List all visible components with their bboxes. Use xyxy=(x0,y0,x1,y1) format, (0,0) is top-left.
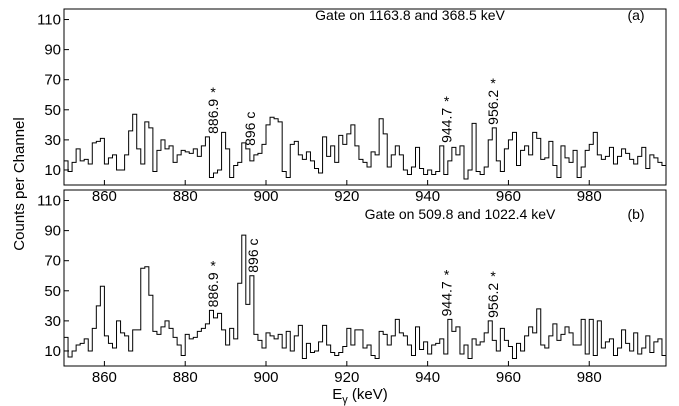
x-tick-label: 860 xyxy=(92,369,117,386)
peak-label: 956.2 xyxy=(485,90,501,125)
panel-tag: (a) xyxy=(627,7,644,23)
y-tick-label: 70 xyxy=(44,72,61,89)
y-tick-label: 50 xyxy=(44,283,61,300)
peak-label: 896 c xyxy=(242,112,258,146)
x-axis-title-sub: γ xyxy=(342,394,348,406)
x-axis-title: Eγ (keV) xyxy=(332,386,388,406)
panel-b: 10 30 50 70 90 110 860 880 900 920 940 960 980 Gate o… xyxy=(37,189,667,386)
x-tick-label: 900 xyxy=(253,369,278,386)
x-tick-label: 880 xyxy=(173,188,198,205)
x-tick-label: 900 xyxy=(253,188,278,205)
x-tick-label: 980 xyxy=(577,369,602,386)
x-tick-label: 940 xyxy=(415,369,440,386)
y-tick-label: 10 xyxy=(44,162,61,179)
x-tick-label: 980 xyxy=(577,188,602,205)
y-tick-label: 30 xyxy=(44,132,61,149)
x-tick-label: 940 xyxy=(415,188,440,205)
peak-label: 944.7 xyxy=(439,281,455,316)
y-tick-label: 90 xyxy=(44,42,61,59)
x-tick-label: 960 xyxy=(496,188,521,205)
peak-star: * xyxy=(490,268,496,284)
y-tick-label: 30 xyxy=(44,313,61,330)
peak-star: * xyxy=(210,84,216,100)
peak-star: * xyxy=(490,75,496,91)
x-tick-label: 920 xyxy=(334,188,359,205)
peak-star: * xyxy=(444,266,450,282)
panel-title: Gate on 509.8 and 1022.4 keV xyxy=(365,206,556,222)
peak-label: 956.2 xyxy=(485,283,501,318)
x-tick-label: 960 xyxy=(496,369,521,386)
y-tick-label: 10 xyxy=(44,343,61,360)
x-tick-label: 860 xyxy=(92,188,117,205)
y-axis-title: Counts per Channel xyxy=(11,117,28,250)
peak-label: 886.9 xyxy=(205,272,221,307)
x-axis-title-main: E xyxy=(332,386,342,403)
peak-star: * xyxy=(210,257,216,273)
panel-frame xyxy=(63,8,667,186)
panel-title: Gate on 1163.8 and 368.5 keV xyxy=(315,7,505,23)
peak-label: 886.9 xyxy=(205,99,221,134)
x-tick-label: 880 xyxy=(173,369,198,386)
panel-tag: (b) xyxy=(627,206,644,222)
spectrum-series xyxy=(64,113,667,180)
x-tick-label: 920 xyxy=(334,369,359,386)
x-axis-title-unit: (keV) xyxy=(348,386,388,403)
y-tick-label: 110 xyxy=(37,193,61,210)
peak-label: 896 c xyxy=(245,238,261,272)
y-tick-label: 50 xyxy=(44,102,61,119)
spectrum-series xyxy=(64,234,667,359)
y-tick-label: 70 xyxy=(44,253,61,270)
panel-frame xyxy=(63,189,667,367)
y-tick-label: 110 xyxy=(37,12,61,29)
y-tick-label: 90 xyxy=(44,223,61,240)
peak-label: 944.7 xyxy=(439,108,455,143)
panel-a: 10 30 50 70 90 110 860 880 900 920 940 960 980 Gate o… xyxy=(37,7,667,205)
peak-star: * xyxy=(444,93,450,109)
